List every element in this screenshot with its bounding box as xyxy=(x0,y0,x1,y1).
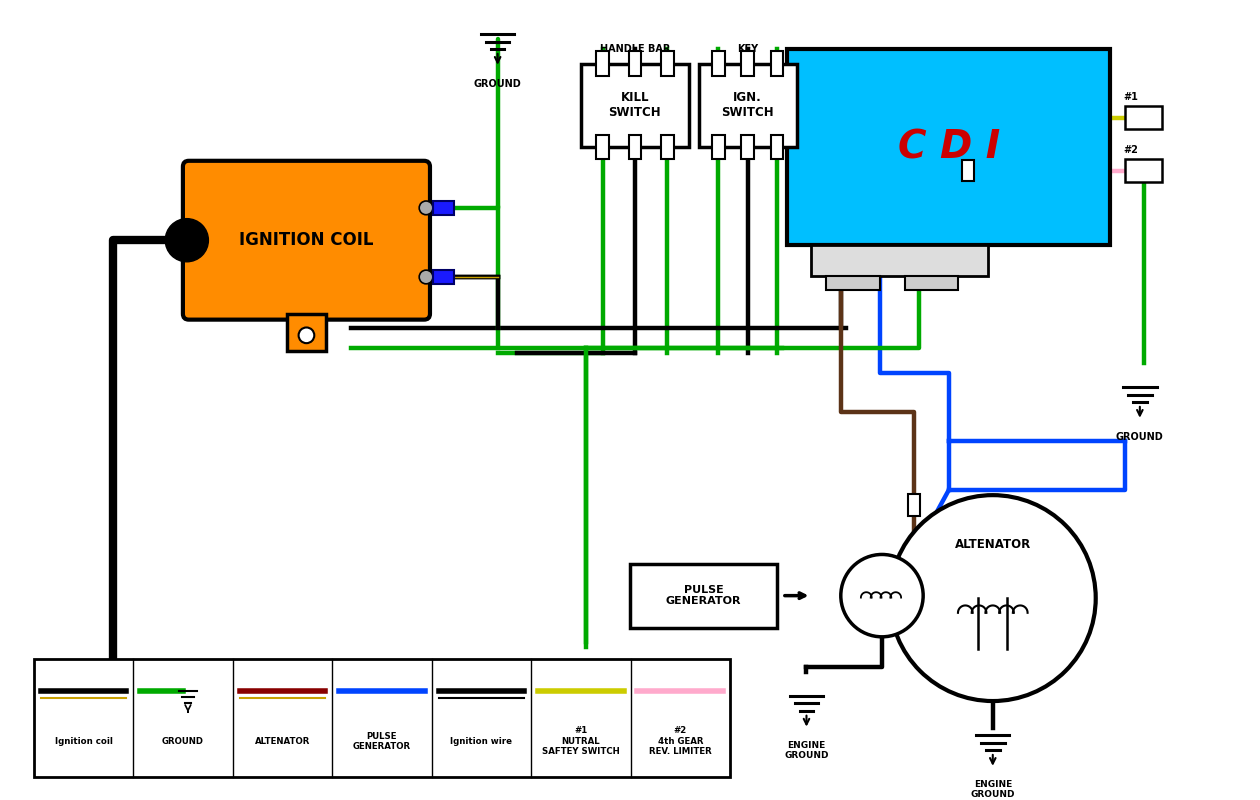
Text: PULSE
GENERATOR: PULSE GENERATOR xyxy=(665,585,741,606)
Bar xyxy=(741,135,753,159)
Bar xyxy=(100,721,127,729)
Text: KILL
SWITCH: KILL SWITCH xyxy=(609,91,662,119)
Circle shape xyxy=(840,554,924,637)
Text: GROUND: GROUND xyxy=(1116,432,1164,442)
Bar xyxy=(905,277,959,290)
Text: #2
4th GEAR
REV. LIMITER: #2 4th GEAR REV. LIMITER xyxy=(649,726,712,756)
Bar xyxy=(712,135,724,159)
Text: #1
NUTRAL
SAFTEY SWITCH: #1 NUTRAL SAFTEY SWITCH xyxy=(542,726,620,756)
Bar xyxy=(287,314,326,351)
Bar xyxy=(712,51,724,76)
Bar xyxy=(629,135,641,159)
Bar xyxy=(827,277,879,290)
Circle shape xyxy=(420,270,433,284)
Bar xyxy=(771,51,784,76)
Bar xyxy=(662,135,674,159)
Text: IGN.
SWITCH: IGN. SWITCH xyxy=(721,91,774,119)
Bar xyxy=(630,564,777,627)
Text: ALTENATOR: ALTENATOR xyxy=(955,538,1031,551)
Bar xyxy=(698,64,796,147)
Bar xyxy=(433,201,455,215)
Bar xyxy=(741,51,753,76)
FancyBboxPatch shape xyxy=(183,161,430,320)
Bar xyxy=(963,160,974,182)
Bar xyxy=(581,64,689,147)
Text: GROUND: GROUND xyxy=(474,79,522,90)
Text: IGNITION COIL: IGNITION COIL xyxy=(239,231,374,250)
Bar xyxy=(1125,106,1163,130)
Circle shape xyxy=(165,218,208,262)
Bar xyxy=(100,711,127,718)
Text: Ignition coil: Ignition coil xyxy=(54,737,112,746)
Text: ALTENATOR: ALTENATOR xyxy=(255,737,310,746)
Text: Ignition wire: Ignition wire xyxy=(450,737,513,746)
Bar xyxy=(629,51,641,76)
Circle shape xyxy=(890,495,1096,701)
Text: GROUND: GROUND xyxy=(163,737,204,746)
Bar xyxy=(596,135,609,159)
Text: GROUND: GROUND xyxy=(562,717,610,726)
Bar xyxy=(662,51,674,76)
Bar xyxy=(433,270,455,284)
FancyBboxPatch shape xyxy=(788,49,1110,245)
Bar xyxy=(596,51,609,76)
Text: KEY: KEY xyxy=(737,44,759,54)
Text: #1: #1 xyxy=(1123,92,1138,102)
Bar xyxy=(100,701,127,709)
Bar xyxy=(34,659,730,777)
Text: GROUND: GROUND xyxy=(562,717,610,726)
Text: ENGINE
GROUND: ENGINE GROUND xyxy=(970,781,1016,799)
Text: PULSE
GENERATOR: PULSE GENERATOR xyxy=(353,731,411,751)
Text: ENGINE
GROUND: ENGINE GROUND xyxy=(784,742,829,760)
Bar xyxy=(908,494,920,516)
Text: HANDLE BAR: HANDLE BAR xyxy=(600,44,670,54)
Bar xyxy=(100,691,127,699)
Bar xyxy=(771,135,784,159)
Bar xyxy=(811,245,988,277)
Circle shape xyxy=(420,201,433,214)
Bar xyxy=(100,682,127,690)
Text: C D I: C D I xyxy=(897,128,999,166)
Bar xyxy=(100,730,127,738)
Bar xyxy=(1125,159,1163,182)
Circle shape xyxy=(299,327,314,343)
Text: #2: #2 xyxy=(1123,145,1138,155)
